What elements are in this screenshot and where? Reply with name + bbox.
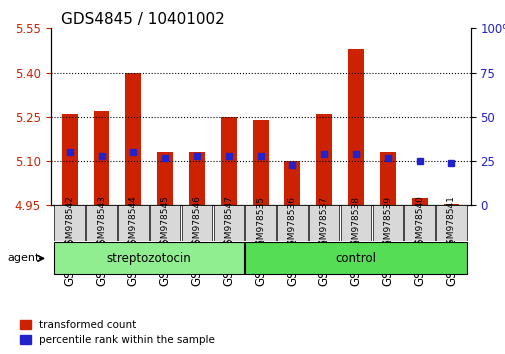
- Bar: [372, 205, 402, 241]
- Text: GSM978547: GSM978547: [224, 195, 233, 251]
- Bar: [86, 205, 117, 241]
- Text: GSM978541: GSM978541: [446, 195, 455, 251]
- Bar: [55, 205, 85, 241]
- Bar: [347, 49, 363, 205]
- Bar: [379, 152, 395, 205]
- Bar: [125, 73, 141, 205]
- Text: streptozotocin: streptozotocin: [107, 252, 191, 265]
- Text: GSM978543: GSM978543: [97, 195, 106, 251]
- Legend: transformed count, percentile rank within the sample: transformed count, percentile rank withi…: [20, 320, 215, 345]
- Text: GSM978545: GSM978545: [160, 195, 169, 251]
- Text: GSM978538: GSM978538: [351, 195, 360, 251]
- Bar: [220, 117, 236, 205]
- Bar: [55, 242, 243, 274]
- Text: GSM978535: GSM978535: [256, 195, 265, 251]
- Text: GSM978540: GSM978540: [415, 195, 423, 251]
- Bar: [252, 120, 268, 205]
- Bar: [403, 205, 434, 241]
- Bar: [277, 205, 307, 241]
- Bar: [316, 114, 331, 205]
- Bar: [62, 114, 77, 205]
- Text: GSM978542: GSM978542: [65, 196, 74, 250]
- Bar: [435, 205, 466, 241]
- Bar: [443, 204, 459, 205]
- Bar: [181, 205, 212, 241]
- Text: agent: agent: [8, 253, 40, 263]
- Bar: [213, 205, 243, 241]
- Text: GDS4845 / 10401002: GDS4845 / 10401002: [61, 12, 224, 27]
- Bar: [93, 111, 109, 205]
- Text: GSM978536: GSM978536: [287, 195, 296, 251]
- Text: GSM978537: GSM978537: [319, 195, 328, 251]
- Bar: [411, 198, 427, 205]
- Bar: [245, 242, 466, 274]
- Bar: [157, 152, 173, 205]
- Text: GSM978544: GSM978544: [129, 196, 137, 250]
- Bar: [284, 161, 300, 205]
- Text: GSM978539: GSM978539: [383, 195, 391, 251]
- Bar: [245, 205, 275, 241]
- Bar: [340, 205, 371, 241]
- Text: control: control: [335, 252, 376, 265]
- Bar: [189, 152, 205, 205]
- Bar: [149, 205, 180, 241]
- Text: GSM978546: GSM978546: [192, 195, 201, 251]
- Bar: [309, 205, 339, 241]
- Bar: [118, 205, 148, 241]
